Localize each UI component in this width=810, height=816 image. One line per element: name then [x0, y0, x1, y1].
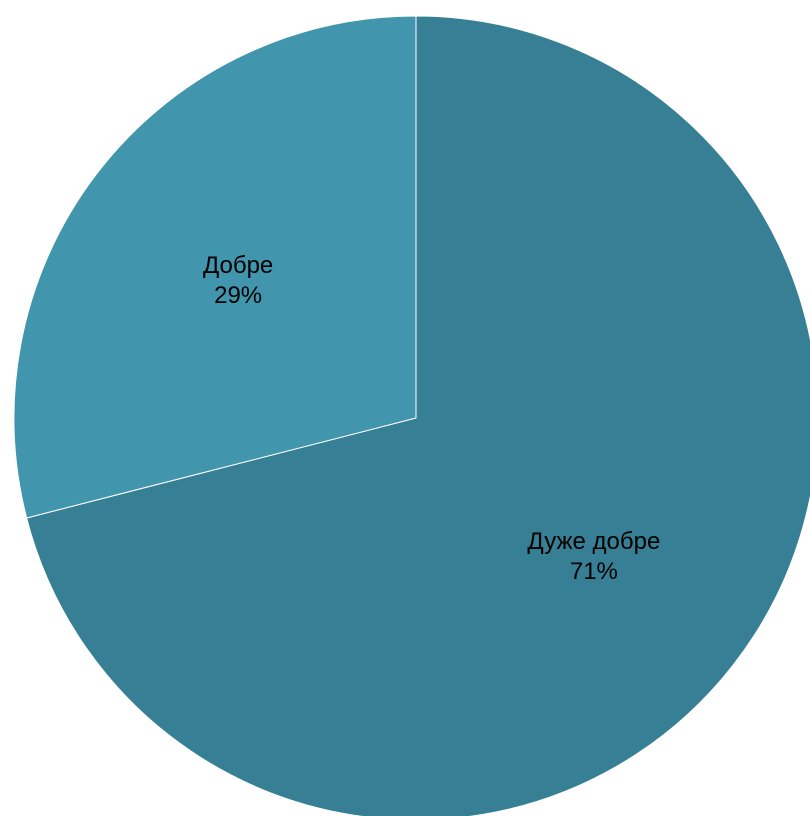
- pie-labels: Дуже добре 71% Добре 29%: [203, 252, 660, 585]
- pie-slice-1: [26, 15, 810, 816]
- pie-slice-2: [13, 15, 417, 519]
- slice-percent-label: 71%: [570, 558, 618, 585]
- pie-slices: [13, 15, 810, 816]
- slice-percent-label: 29%: [214, 282, 262, 309]
- slice-category-label: Дуже добре: [527, 528, 660, 555]
- slice-category-label: Добре: [203, 252, 273, 279]
